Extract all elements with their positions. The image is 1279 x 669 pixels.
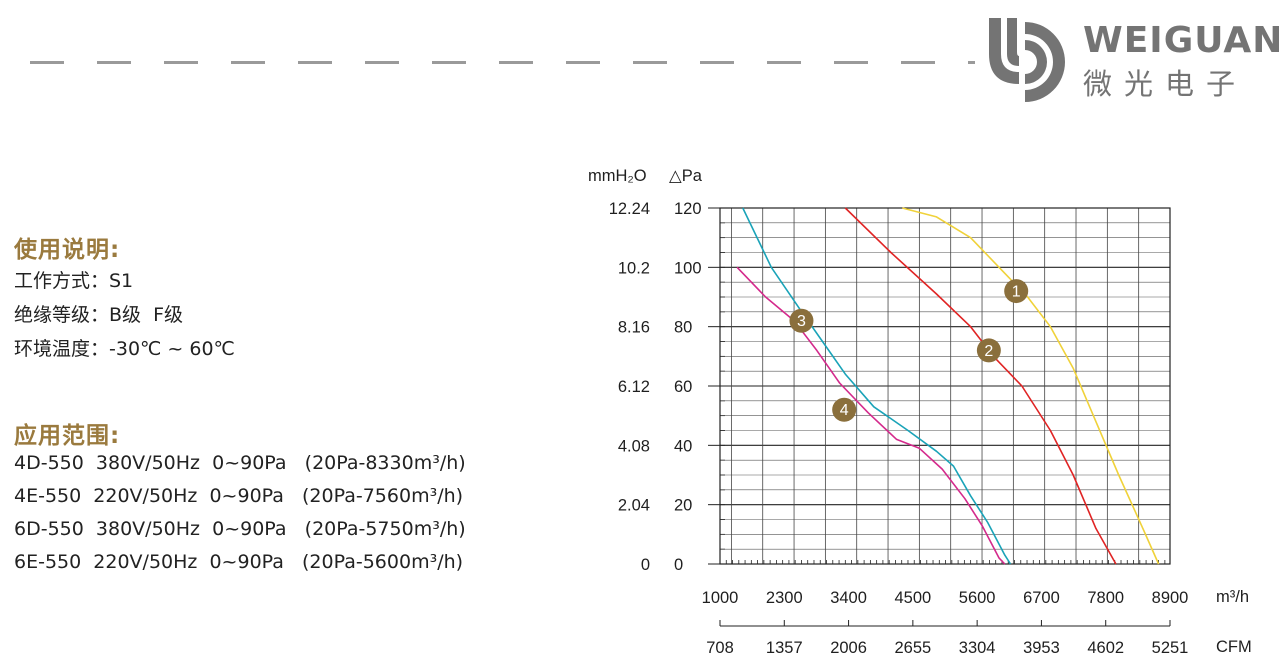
series-line-1 [902,207,1160,565]
x-tick-label-m3h: 3400 [830,589,867,607]
series-marker-1 [1004,279,1029,304]
brand-name-chinese: 微光电子 [1083,67,1248,101]
x-tick-label-m3h: 7800 [1087,589,1124,607]
header-dashed-divider [30,61,975,64]
usage-title: 使用说明: [14,237,121,263]
x-tick-label-cfm: 4602 [1087,639,1124,657]
y-axis-unit-pa: △Pa [669,167,703,185]
application-line-6e550: 6E-550 220V/50Hz 0~90Pa (20Pa-5600m³/h) [14,551,464,573]
series-line-2 [844,207,1117,565]
x-tick-label-m3h: 6700 [1023,589,1060,607]
x-tick-label-cfm: 1357 [766,639,803,657]
series-marker-label-2: 2 [984,343,993,360]
x-tick-label-m3h: 4500 [894,589,931,607]
y-tick-label-mmh2o: 4.08 [618,437,650,455]
x-axis-unit-cfm: CFM [1216,638,1252,656]
y-tick-label-pa: 120 [674,200,702,218]
y-tick-label-pa: 0 [674,556,683,574]
y-tick-label-pa: 80 [674,319,692,337]
y-tick-label-mmh2o: 8.16 [618,319,650,337]
y-axis-unit-mmh2o: mmH₂O [588,167,647,185]
application-line-4e550: 4E-550 220V/50Hz 0~90Pa (20Pa-7560m³/h) [14,485,464,507]
y-tick-label-pa: 60 [674,378,692,396]
y-tick-label-mmh2o: 6.12 [618,378,650,396]
series-marker-3 [789,308,814,333]
usage-line-operation-mode: 工作方式：S1 [14,270,134,292]
x-tick-label-cfm: 708 [706,639,734,657]
x-tick-label-m3h: 5600 [959,589,996,607]
y-tick-label-pa: 20 [674,497,692,515]
x-tick-label-m3h: 8900 [1152,589,1189,607]
series-marker-label-3: 3 [797,313,806,330]
x-tick-label-m3h: 2300 [766,589,803,607]
application-title: 应用范围: [14,423,121,449]
chart-grid [708,207,1171,627]
chart-markers: 1 2 3 4 [789,279,1029,422]
x-axis-unit-m3h: m³/h [1216,588,1249,606]
series-marker-label-1: 1 [1012,284,1021,301]
y-tick-label-mmh2o: 10.2 [618,259,650,277]
brand-name-english: WEIGUANG [1083,20,1279,61]
axis-tick-labels: 0 0 20 2.04 40 4.08 60 6.12 80 8.16 100 10.2 120 12.2… [609,200,1189,657]
usage-line-insulation-class: 绝缘等级：B级 F级 [14,304,184,326]
series-marker-4 [832,397,857,422]
x-tick-label-cfm: 2655 [894,639,931,657]
y-tick-label-pa: 100 [674,259,702,277]
y-tick-label-mmh2o: 0 [641,556,650,574]
series-marker-label-4: 4 [840,402,849,419]
brand-logo: WEIGUANG 微光电子 [985,14,1279,106]
weiguang-logo-icon [989,18,1065,102]
y-tick-label-mmh2o: 12.24 [609,200,650,218]
x-tick-label-cfm: 3953 [1023,639,1060,657]
y-tick-label-pa: 40 [674,437,692,455]
x-tick-label-cfm: 3304 [959,639,996,657]
x-tick-label-cfm: 2006 [830,639,867,657]
y-tick-label-mmh2o: 2.04 [618,497,650,515]
usage-line-ambient-temp: 环境温度：-30℃ ~ 60℃ [14,338,235,360]
application-line-6d550: 6D-550 380V/50Hz 0~90Pa (20Pa-5750m³/h) [14,518,466,540]
x-tick-label-m3h: 1000 [702,589,739,607]
series-marker-2 [976,338,1001,363]
x-tick-label-cfm: 5251 [1152,639,1189,657]
application-line-4d550: 4D-550 380V/50Hz 0~90Pa (20Pa-8330m³/h) [14,452,466,474]
